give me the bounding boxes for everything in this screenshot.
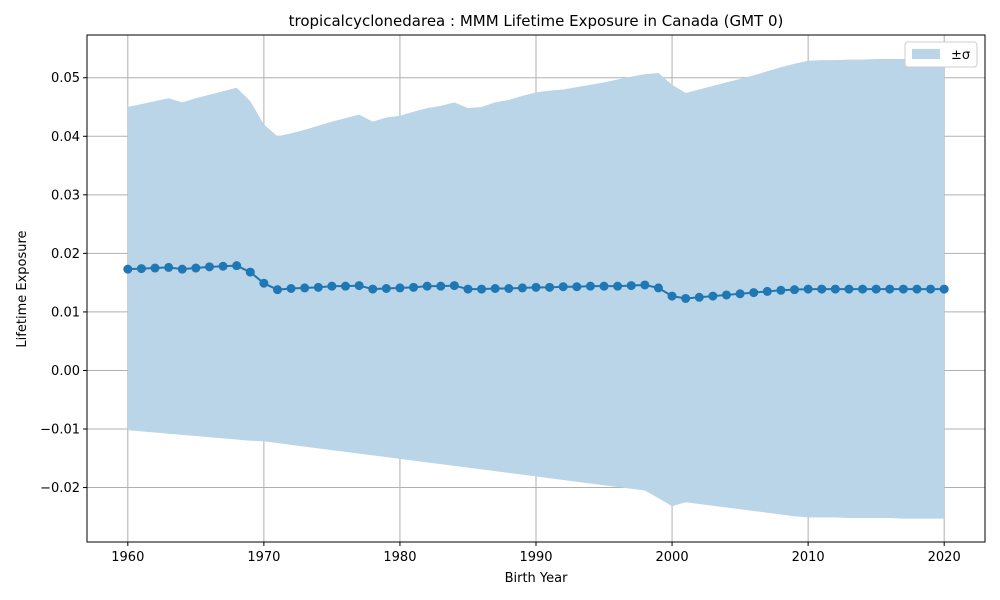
- y-tick-label: 0.02: [51, 247, 80, 262]
- data-point: [844, 284, 854, 294]
- x-tick-label: 2000: [656, 550, 689, 565]
- data-point: [912, 284, 922, 294]
- data-point: [341, 281, 351, 291]
- data-point: [885, 284, 895, 294]
- y-tick-label: 0.00: [51, 364, 80, 379]
- data-point: [585, 281, 595, 291]
- data-point: [871, 284, 881, 294]
- x-tick-label: 2020: [928, 550, 961, 565]
- data-point: [477, 284, 487, 294]
- data-point: [599, 281, 609, 291]
- data-point: [939, 284, 949, 294]
- data-point: [776, 285, 786, 295]
- data-point: [164, 262, 174, 272]
- x-tick-label: 2010: [792, 550, 825, 565]
- data-point: [436, 281, 446, 291]
- data-point: [368, 284, 378, 294]
- data-point: [721, 290, 731, 300]
- data-point: [667, 291, 677, 301]
- data-point: [150, 263, 160, 273]
- series-layer: [123, 261, 949, 303]
- data-point: [259, 278, 269, 288]
- data-point: [409, 282, 419, 292]
- data-point: [898, 284, 908, 294]
- data-point: [545, 282, 555, 292]
- data-point: [803, 284, 813, 294]
- data-point: [762, 286, 772, 296]
- data-point: [613, 281, 623, 291]
- data-point: [708, 291, 718, 301]
- chart-title: tropicalcyclonedarea : MMM Lifetime Expo…: [289, 12, 784, 30]
- data-point: [858, 284, 868, 294]
- data-point: [681, 293, 691, 303]
- data-point: [640, 280, 650, 290]
- data-point: [830, 284, 840, 294]
- y-tick-label: 0.04: [51, 130, 80, 145]
- y-tick-label: 0.01: [51, 305, 80, 320]
- data-point: [327, 281, 337, 291]
- data-point: [218, 261, 228, 271]
- y-tick-label: −0.02: [40, 481, 80, 496]
- legend-swatch: [912, 49, 940, 59]
- y-axis-ticks: −0.02 −0.01 0.00 0.01 0.02 0.03 0.04 0.05: [40, 71, 87, 496]
- data-point: [790, 285, 800, 295]
- data-point: [531, 282, 541, 292]
- data-point: [626, 281, 636, 291]
- legend-frame: [904, 41, 978, 68]
- data-point: [504, 284, 514, 293]
- x-tick-label: 1980: [383, 550, 416, 565]
- data-point: [204, 262, 214, 272]
- data-point: [177, 264, 187, 274]
- data-point: [272, 285, 282, 295]
- data-point: [300, 283, 310, 293]
- x-tick-label: 1970: [247, 550, 280, 565]
- y-tick-label: −0.01: [40, 423, 80, 438]
- data-point: [422, 281, 432, 291]
- legend-label: ±σ: [951, 48, 970, 63]
- data-point: [463, 284, 473, 294]
- legend: ±σ: [904, 41, 978, 68]
- x-axis-ticks: 1960 1970 1980 1990 2000 2010 2020: [111, 542, 961, 565]
- data-point: [926, 284, 936, 294]
- data-point: [694, 292, 704, 302]
- data-point: [232, 261, 242, 271]
- x-axis-label: Birth Year: [505, 571, 569, 586]
- data-point: [381, 284, 391, 293]
- data-point: [558, 282, 568, 292]
- x-tick-label: 1960: [111, 550, 144, 565]
- y-axis-label: Lifetime Exposure: [15, 230, 30, 347]
- y-tick-label: 0.05: [51, 71, 80, 86]
- data-point: [572, 282, 582, 292]
- data-point: [191, 263, 201, 273]
- data-point: [490, 284, 500, 293]
- data-point: [123, 264, 133, 274]
- data-point: [395, 283, 405, 293]
- y-tick-label: 0.03: [51, 188, 80, 203]
- data-point: [313, 282, 323, 292]
- data-point: [136, 264, 146, 274]
- data-point: [817, 284, 827, 294]
- data-point: [449, 281, 459, 291]
- data-point: [354, 281, 364, 291]
- data-point: [749, 288, 759, 298]
- data-point: [517, 283, 527, 293]
- data-point: [245, 267, 255, 277]
- x-tick-label: 1990: [519, 550, 552, 565]
- data-point: [286, 284, 296, 293]
- data-point: [735, 289, 745, 299]
- data-point: [653, 283, 663, 293]
